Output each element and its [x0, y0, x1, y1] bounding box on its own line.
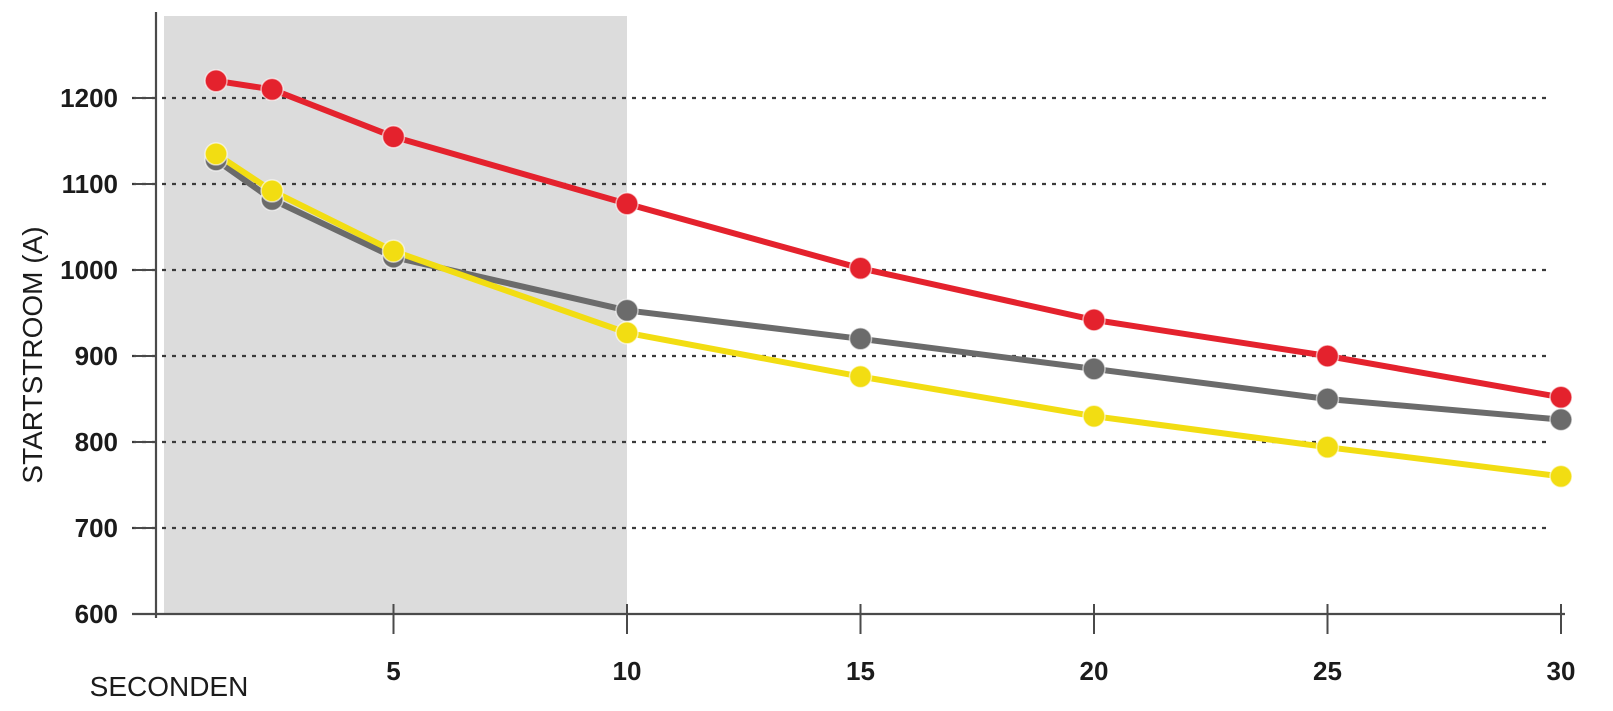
- x-tick-label: 30: [1547, 656, 1576, 686]
- series-1-point-8: [1549, 385, 1573, 410]
- x-tick-label: 25: [1313, 656, 1342, 686]
- series-2-point-6: [1082, 357, 1106, 381]
- y-tick-label: 1100: [62, 169, 118, 199]
- series-3-point-5: [848, 364, 873, 389]
- series-3-point-4: [615, 321, 639, 345]
- y-tick-label: 700: [75, 513, 118, 543]
- x-tick-label: 15: [846, 656, 875, 686]
- series-1-point-5: [848, 256, 873, 281]
- series-3-point-7: [1315, 435, 1340, 459]
- series-1-point-4: [615, 192, 639, 216]
- series-1-point-2: [260, 77, 284, 102]
- series-2-point-7: [1315, 387, 1340, 411]
- series-3-point-6: [1082, 404, 1106, 428]
- x-tick-label: 5: [386, 656, 400, 686]
- x-tick-label: 20: [1080, 656, 1109, 686]
- series-2-point-5: [848, 327, 873, 351]
- series-line-3: [213, 150, 1564, 480]
- series-3-point-2: [260, 179, 284, 203]
- series-line-2: [213, 156, 1564, 423]
- series-3-point-3: [381, 239, 406, 263]
- series-1-point-1: [204, 69, 228, 93]
- series-1-point-7: [1315, 344, 1340, 368]
- series-line-1: [213, 77, 1564, 401]
- series-1-point-6: [1082, 308, 1106, 332]
- series-2-point-4: [615, 298, 639, 323]
- series-1-point-3: [381, 124, 406, 149]
- series-2-point-8: [1549, 407, 1573, 432]
- y-tick-label: 800: [75, 427, 118, 457]
- x-axis-title: SECONDEN: [90, 671, 249, 702]
- y-tick-label: 900: [75, 341, 118, 371]
- series-3-point-1: [204, 142, 228, 166]
- shaded-region: [164, 16, 627, 614]
- y-tick-label: 1200: [60, 83, 118, 113]
- y-tick-label: 600: [75, 599, 118, 629]
- x-tick-label: 10: [613, 656, 642, 686]
- y-tick-label: 1000: [60, 255, 118, 285]
- y-axis-title: STARTSTROOM (A): [17, 226, 48, 483]
- series-3-point-8: [1549, 464, 1573, 489]
